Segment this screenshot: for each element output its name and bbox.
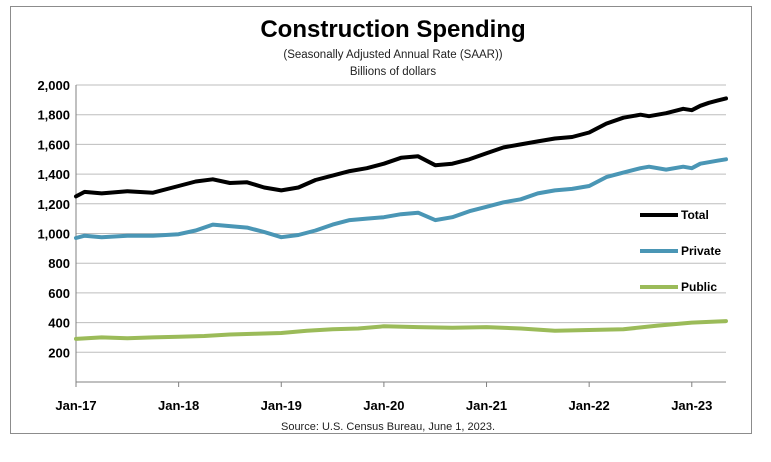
y-tick-label: 2,000 bbox=[37, 78, 70, 93]
y-axis-unit-label: Billions of dollars bbox=[350, 66, 437, 78]
y-tick-label: 600 bbox=[48, 286, 70, 301]
chart-frame bbox=[10, 6, 752, 434]
chart-subtitle: (Seasonally Adjusted Annual Rate (SAAR)) bbox=[283, 49, 502, 61]
y-tick-label: 400 bbox=[48, 316, 70, 331]
y-tick-label: 800 bbox=[48, 256, 70, 271]
chart-title: Construction Spending bbox=[260, 16, 525, 43]
x-tick-label: Jan-23 bbox=[671, 398, 712, 413]
x-tick-label: Jan-22 bbox=[569, 398, 610, 413]
y-tick-label: 1,600 bbox=[37, 137, 70, 152]
series-line-private bbox=[74, 157, 728, 240]
x-tick-labels: Jan-17 Jan-18 Jan-19 Jan-20 Jan-21 Jan-22 Jan-… bbox=[55, 382, 712, 413]
y-tick-label: 1,000 bbox=[37, 227, 70, 242]
x-tick-label: Jan-18 bbox=[158, 398, 199, 413]
x-tick-label: Jan-19 bbox=[261, 398, 302, 413]
series-line-total bbox=[74, 96, 728, 199]
y-tick-label: 1,200 bbox=[37, 197, 70, 212]
y-tick-labels: 2,000 1,800 1,600 1,400 1,200 1,000 800 600 400 2… bbox=[37, 78, 70, 360]
y-tick-label: 1,800 bbox=[37, 108, 70, 123]
data-series bbox=[74, 96, 728, 341]
y-tick-label: 1,400 bbox=[37, 167, 70, 182]
legend-label-public: Public bbox=[681, 280, 717, 294]
x-tick-label: Jan-17 bbox=[55, 398, 96, 413]
y-tick-label: 200 bbox=[48, 345, 70, 360]
series-line-public bbox=[74, 319, 728, 341]
x-tick-label: Jan-21 bbox=[466, 398, 507, 413]
legend-label-total: Total bbox=[681, 208, 709, 222]
gridlines bbox=[76, 84, 726, 353]
axes bbox=[75, 85, 726, 383]
source-note: Source: U.S. Census Bureau, June 1, 2023… bbox=[281, 421, 495, 433]
legend-label-private: Private bbox=[681, 244, 721, 258]
x-tick-label: Jan-20 bbox=[363, 398, 404, 413]
legend: Total Private Public bbox=[640, 208, 721, 294]
